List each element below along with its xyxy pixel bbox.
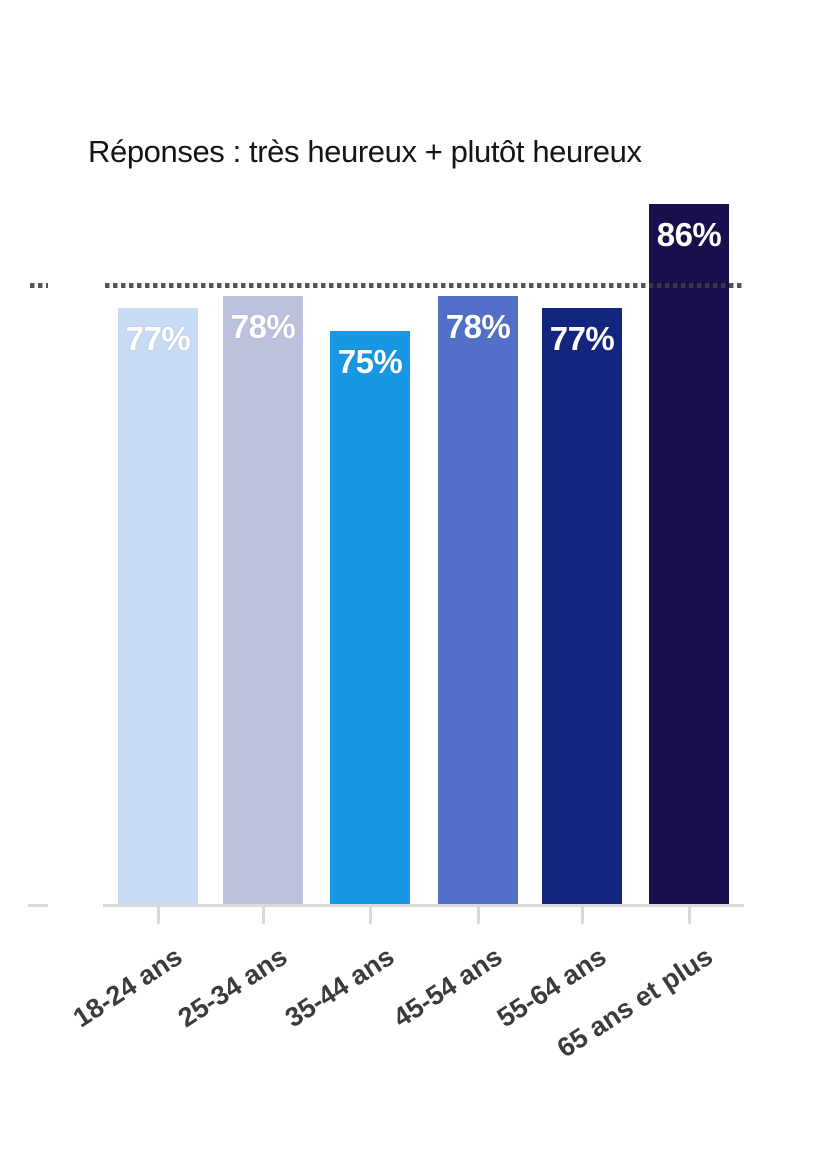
bar-value-label: 86% — [656, 216, 722, 253]
x-axis-tick — [687, 906, 691, 924]
x-axis-tick — [261, 906, 265, 924]
bar-35-44 ans: 75% — [330, 330, 410, 904]
bar-value-label: 78% — [445, 308, 511, 345]
bar-value-label: 75% — [337, 342, 403, 380]
x-axis-tick — [156, 906, 160, 924]
bar-45-54 ans: 78% — [438, 296, 518, 904]
x-axis-label-25-34 ans: 25-34 ans — [172, 941, 293, 1034]
bar-55-64 ans: 77% — [542, 307, 622, 904]
bar-value-label: 77% — [549, 319, 615, 357]
x-axis-tick — [368, 906, 372, 924]
chart-title: Réponses : très heureux + plutôt heureux — [88, 134, 642, 169]
x-axis-tick — [476, 906, 480, 924]
bar-value-label: 77% — [125, 319, 191, 357]
bar-value-label: 78% — [230, 308, 296, 345]
reference-dotted-line — [105, 282, 744, 288]
x-axis-tick — [580, 906, 584, 924]
x-axis-label-45-54 ans: 45-54 ans — [387, 941, 508, 1034]
bar-18-24 ans: 77% — [118, 307, 198, 904]
x-axis-line-stub — [28, 904, 48, 907]
x-axis-label-18-24 ans: 18-24 ans — [67, 941, 188, 1034]
x-axis-line — [103, 904, 744, 907]
bar-25-34 ans: 78% — [223, 296, 303, 904]
bar-65 ans et plus: 86% — [649, 204, 729, 904]
reference-dotted-line-stub — [30, 282, 48, 288]
x-axis-label-35-44 ans: 35-44 ans — [279, 941, 400, 1034]
